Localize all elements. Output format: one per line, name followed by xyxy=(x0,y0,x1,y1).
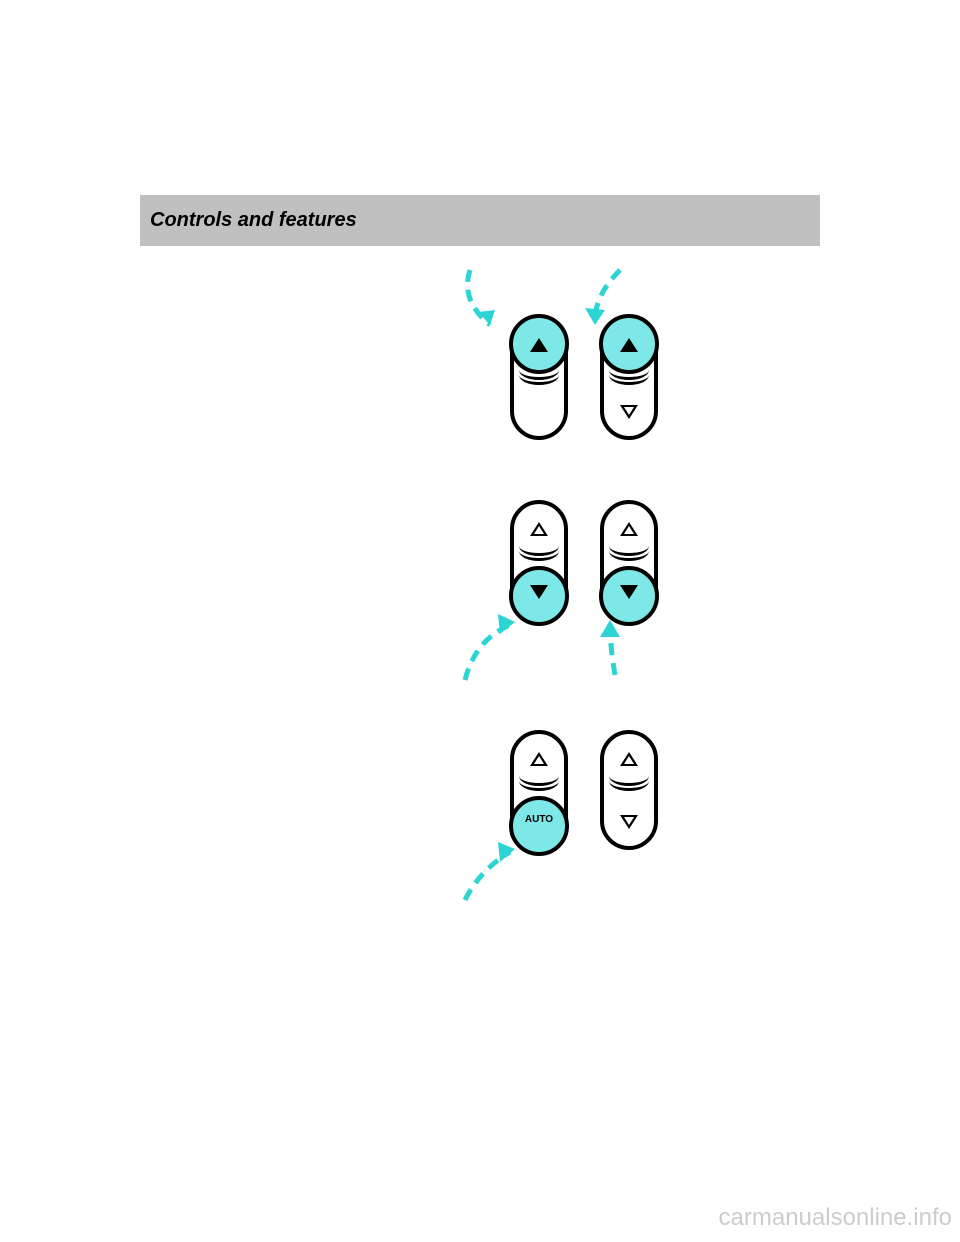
triangle-up-icon xyxy=(620,522,638,536)
triangle-up-icon xyxy=(620,752,638,766)
arrow-icon xyxy=(580,615,650,685)
triangle-down-icon xyxy=(530,585,548,599)
arrow-icon xyxy=(460,840,540,920)
switch-pair-1 xyxy=(470,300,710,460)
watermark-text: carmanualsonline.info xyxy=(719,1204,952,1232)
triangle-down-icon xyxy=(620,815,638,829)
window-switch xyxy=(600,500,658,620)
triangle-down-icon xyxy=(620,405,638,419)
triangle-up-icon xyxy=(530,752,548,766)
window-switch xyxy=(510,320,568,440)
section-header-title: Controls and features xyxy=(150,209,357,231)
switch-pair-3: AUTO xyxy=(470,730,710,910)
auto-label: AUTO xyxy=(519,814,559,825)
window-switch xyxy=(510,500,568,620)
triangle-up-icon xyxy=(530,338,548,352)
window-switch-auto: AUTO xyxy=(510,730,568,850)
window-switch xyxy=(600,730,658,850)
switch-pair-2 xyxy=(470,500,710,680)
triangle-down-icon xyxy=(620,585,638,599)
triangle-up-icon xyxy=(530,522,548,536)
arrow-icon xyxy=(460,610,540,690)
window-switch xyxy=(600,320,658,440)
triangle-up-icon xyxy=(620,338,638,352)
section-header-bar: Controls and features xyxy=(140,195,820,246)
